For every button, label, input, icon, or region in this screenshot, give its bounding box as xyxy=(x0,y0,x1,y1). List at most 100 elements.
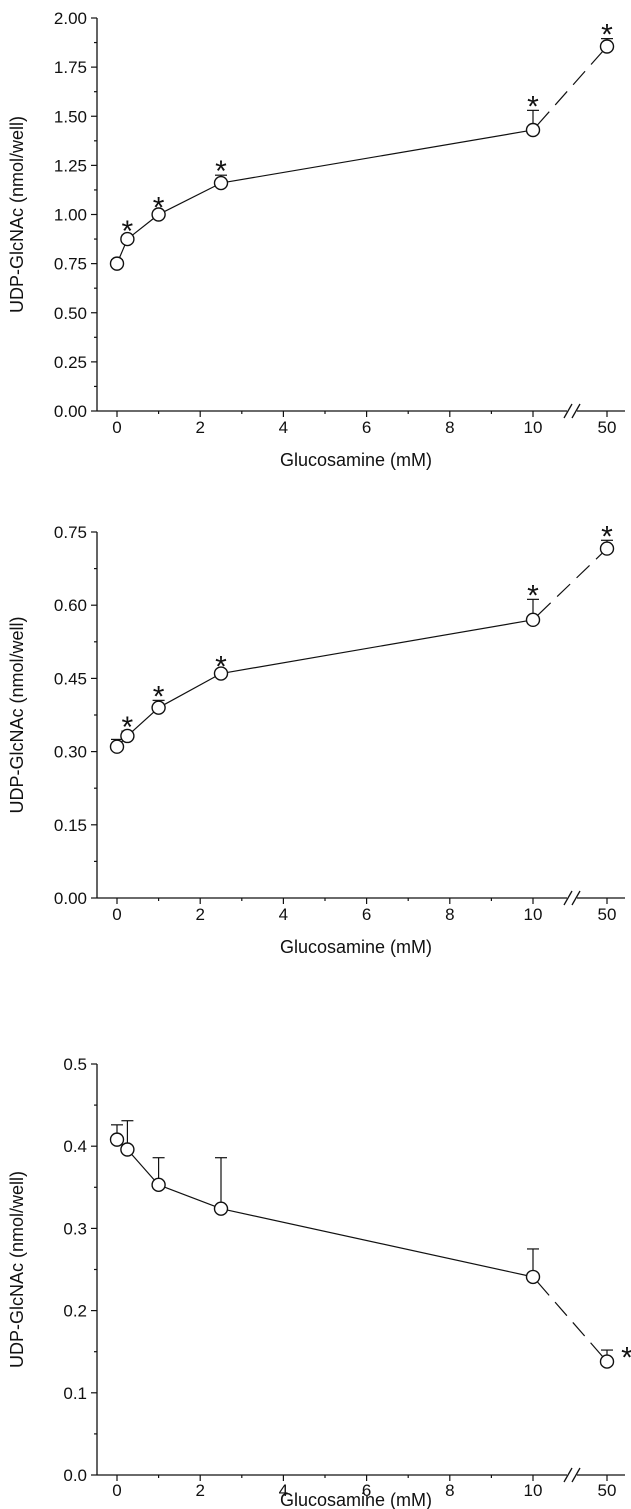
data-point xyxy=(109,256,125,271)
y-tick-label: 0.50 xyxy=(54,304,87,323)
y-tick-label: 0.45 xyxy=(54,669,87,688)
y-tick-label: 0.0 xyxy=(63,1466,87,1485)
x-tick-label: 50 xyxy=(598,1481,617,1500)
y-axis-label: UDP-GlcNAc (nmol/well) xyxy=(7,116,27,313)
x-tick-label: 2 xyxy=(195,418,204,437)
axis-break-mark xyxy=(563,1467,573,1483)
data-point xyxy=(599,1354,615,1369)
series-line-segment xyxy=(131,1153,155,1181)
x-tick-label: 2 xyxy=(195,1481,204,1500)
x-axis-label: Glucosamine (mM) xyxy=(280,450,432,470)
x-axis-label: Glucosamine (mM) xyxy=(280,1490,432,1509)
significance-marker: * xyxy=(527,90,539,123)
data-point xyxy=(525,1269,541,1285)
x-tick-label: 10 xyxy=(524,1481,543,1500)
x-tick-label: 6 xyxy=(362,418,371,437)
y-tick-label: 1.25 xyxy=(54,156,87,175)
series-line-segment xyxy=(118,244,126,258)
data-point xyxy=(525,122,541,138)
x-tick-label: 0 xyxy=(112,1481,121,1500)
data-point xyxy=(213,666,229,681)
y-tick-label: 0.1 xyxy=(63,1384,87,1403)
y-tick-label: 1.75 xyxy=(54,58,87,77)
y-axis-label: UDP-GlcNAc (nmol/well) xyxy=(7,616,27,813)
y-tick-label: 0.75 xyxy=(54,255,87,274)
x-tick-label: 10 xyxy=(524,905,543,924)
x-tick-label: 50 xyxy=(598,905,617,924)
significance-marker: * xyxy=(122,711,134,744)
y-tick-label: 0.30 xyxy=(54,743,87,762)
y-tick-label: 1.00 xyxy=(54,206,87,225)
significance-marker: * xyxy=(601,19,613,52)
significance-marker: * xyxy=(215,651,227,684)
y-tick-label: 0.60 xyxy=(54,596,87,615)
axis-break-mark xyxy=(571,403,581,419)
x-tick-label: 8 xyxy=(445,1481,454,1500)
x-tick-label: 50 xyxy=(598,418,617,437)
series-line-segment xyxy=(164,1186,216,1207)
significance-marker: * xyxy=(527,579,539,612)
axis-break-mark xyxy=(563,403,573,419)
data-point xyxy=(120,1142,135,1157)
data-point xyxy=(599,541,615,556)
significance-marker: * xyxy=(215,155,227,188)
series-line-segment xyxy=(227,1209,527,1277)
x-tick-label: 8 xyxy=(445,905,454,924)
chart-panel-2: 0.00 0.15 0.30 0.45 0.60 0.75 0 2 4 6 8 10 50 Glucosa… xyxy=(7,520,625,957)
chart-panel-1: 0.00 0.25 0.50 0.75 1.00 1.25 1.50 1.75 2.00 0 2 4 6… xyxy=(7,9,625,470)
data-point xyxy=(213,1201,229,1216)
data-point xyxy=(151,207,166,222)
data-point xyxy=(151,1177,166,1193)
y-tick-label: 1.50 xyxy=(54,107,87,126)
x-tick-label: 2 xyxy=(195,905,204,924)
series-line-segment xyxy=(537,552,603,616)
chart-panel-3: 0.0 0.1 0.2 0.3 0.4 0.5 0 2 4 6 8 10 50 Glucosamine (… xyxy=(7,1055,631,1509)
significance-marker: * xyxy=(153,680,165,713)
y-axis-label: UDP-GlcNAc (nmol/well) xyxy=(7,1171,27,1368)
y-tick-label: 0.00 xyxy=(54,402,87,421)
series-line-segment xyxy=(536,1281,604,1358)
x-tick-label: 0 xyxy=(112,418,121,437)
series-line-segment xyxy=(227,130,527,183)
significance-marker: * xyxy=(122,215,134,248)
series-line-segment xyxy=(536,50,604,126)
data-point xyxy=(109,739,125,754)
significance-marker: * xyxy=(153,192,165,225)
x-tick-label: 10 xyxy=(524,418,543,437)
data-point xyxy=(525,612,541,628)
data-point xyxy=(109,1132,125,1147)
significance-marker: * xyxy=(621,1342,631,1375)
y-tick-label: 0.4 xyxy=(63,1137,87,1156)
axis-break-mark xyxy=(571,890,581,906)
x-tick-label: 8 xyxy=(445,418,454,437)
data-point xyxy=(599,39,615,54)
x-tick-label: 6 xyxy=(362,905,371,924)
y-tick-label: 0.75 xyxy=(54,523,87,542)
y-tick-label: 0.3 xyxy=(63,1219,87,1238)
y-tick-label: 2.00 xyxy=(54,9,87,28)
x-tick-label: 4 xyxy=(279,1481,288,1500)
x-tick-label: 0 xyxy=(112,905,121,924)
series-line-segment xyxy=(132,218,154,236)
series-line-segment xyxy=(227,620,527,674)
data-point xyxy=(213,175,229,191)
y-tick-label: 0.15 xyxy=(54,816,87,835)
axis-break-mark xyxy=(571,1467,581,1483)
x-tick-label: 6 xyxy=(362,1481,371,1500)
y-tick-label: 0.00 xyxy=(54,889,87,908)
data-point xyxy=(120,231,135,247)
x-axis-label: Glucosamine (mM) xyxy=(280,937,432,957)
series-line-segment xyxy=(131,711,155,733)
x-tick-label: 4 xyxy=(279,418,288,437)
y-tick-label: 0.5 xyxy=(63,1055,87,1074)
data-point xyxy=(120,728,135,744)
axis-break-mark xyxy=(563,890,573,906)
y-tick-label: 0.2 xyxy=(63,1302,87,1321)
data-point xyxy=(151,700,166,715)
y-tick-label: 0.25 xyxy=(54,353,87,372)
series-line-segment xyxy=(164,185,216,213)
x-tick-label: 4 xyxy=(279,905,288,924)
significance-marker: * xyxy=(601,520,613,553)
series-line-segment xyxy=(164,676,216,706)
